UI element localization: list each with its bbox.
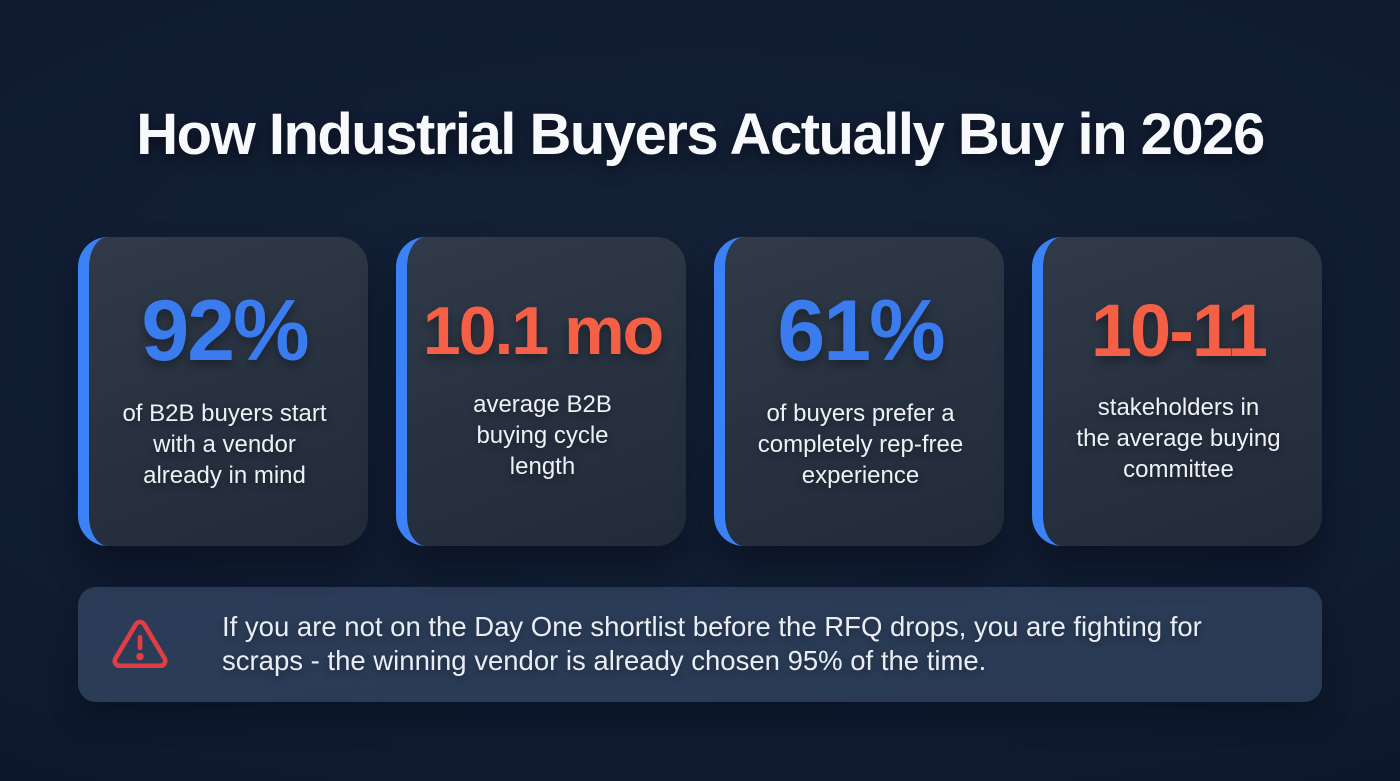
stat-description-line: stakeholders in [1097,393,1260,421]
stat-description: of B2B buyers start with a vendor alread… [122,398,326,491]
stat-description-line: length [509,452,576,480]
stat-description-line: completely rep-free [757,430,964,458]
stat-description-line: committee [1123,455,1234,483]
stat-card-stakeholders: 10-11 stakeholders in the average buying… [1032,236,1322,546]
stat-description-line: with a vendor [153,430,296,458]
stat-description-line: of buyers prefer a [766,399,955,427]
stat-description: stakeholders in the average buying commi… [1076,392,1280,485]
stat-description-line: buying cycle [476,421,609,449]
stat-description-line: the average buying [1076,424,1281,452]
stat-value: 92% [141,282,309,379]
stat-card-buying-cycle: 10.1 mo average B2B buying cycle length [396,236,686,546]
stat-description-line: of B2B buyers start [122,399,327,427]
warning-triangle-icon [111,615,169,673]
warning-text: If you are not on the Day One shortlist … [222,611,1202,677]
stat-value: 10.1 mo [422,292,664,369]
stat-card-rep-free: 61% of buyers prefer a completely rep-fr… [714,236,1004,546]
stat-description-line: average B2B [473,390,612,418]
stat-description-line: experience [801,461,920,489]
stat-card-vendor-in-mind: 92% of B2B buyers start with a vendor al… [78,236,368,546]
page-title: How Industrial Buyers Actually Buy in 20… [136,102,1265,167]
warning-callout: If you are not on the Day One shortlist … [78,586,1322,702]
stat-value: 61% [777,282,945,379]
stat-description-line: already in mind [143,461,306,489]
stat-cards-row: 92% of B2B buyers start with a vendor al… [78,236,1322,546]
stat-description: average B2B buying cycle length [473,389,612,482]
stat-description: of buyers prefer a completely rep-free e… [758,398,963,491]
stat-value: 10-11 [1090,288,1268,372]
